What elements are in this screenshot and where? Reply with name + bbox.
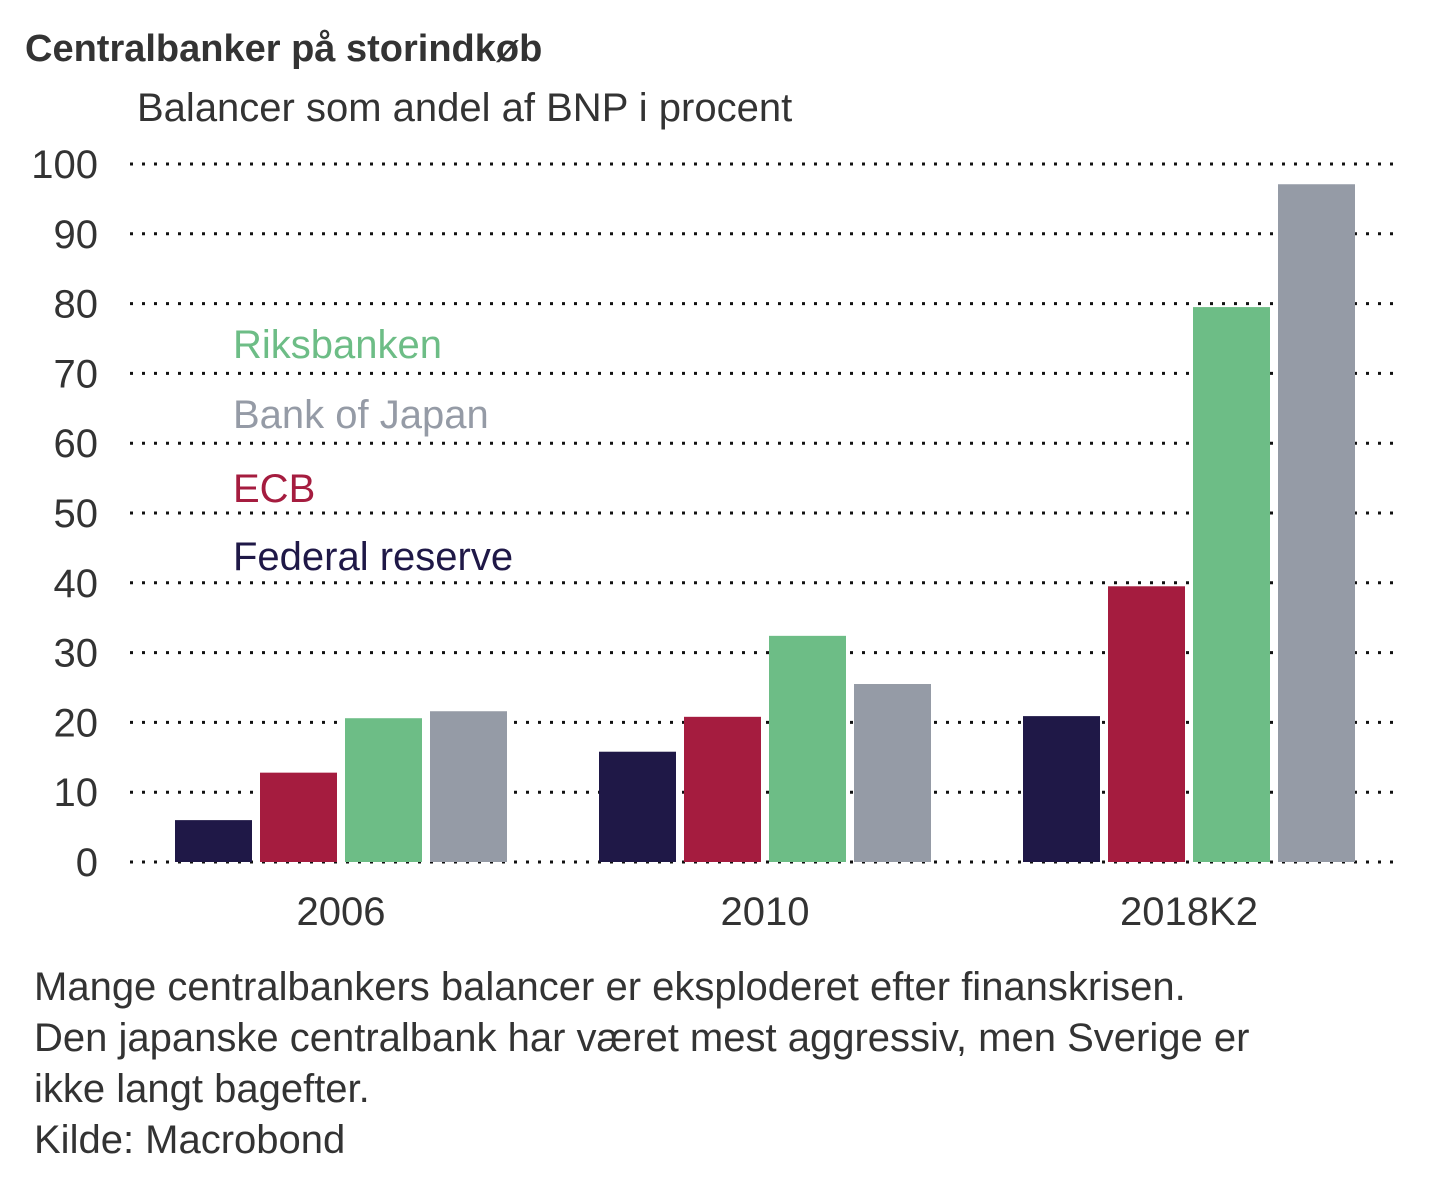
caption: Mange centralbankers balancer er eksplod… [34,962,1424,1166]
bar-riksbanken-2018k2 [1193,307,1270,863]
y-tick-label: 90 [54,213,99,257]
legend-item-bank-of-japan: Bank of Japan [233,393,489,437]
chart-subtitle: Balancer som andel af BNP i procent [137,86,793,130]
x-tick-label: 2006 [297,890,386,934]
y-tick-label: 40 [54,562,99,606]
y-tick-label: 0 [76,841,98,885]
bar-chart: 0 10 20 30 40 50 60 70 80 90 100 2006 2010 2018K2 Ri… [31,143,1395,934]
bar-federal-reserve-2010 [599,751,676,862]
legend-item-ecb: ECB [233,467,315,511]
bar-ecb-2018k2 [1108,586,1185,862]
bar-ecb-2006 [260,772,337,862]
bars [175,184,1355,863]
source-note: Kilde: Macrobond [34,1118,346,1162]
y-axis-ticks: 0 10 20 30 40 50 60 70 80 90 100 [31,143,98,885]
y-tick-label: 60 [54,422,99,466]
bar-federal-reserve-2006 [175,820,252,862]
y-tick-label: 30 [54,632,99,676]
bar-riksbanken-2006 [345,718,422,862]
chart-title: Centralbanker på storindkøb [25,28,543,70]
bar-bank-of-japan-2006 [430,711,507,862]
bar-ecb-2010 [684,716,761,862]
y-tick-label: 100 [31,143,98,187]
y-tick-label: 20 [54,701,99,745]
bar-bank-of-japan-2010 [854,684,931,862]
y-tick-label: 50 [54,492,99,536]
x-tick-label: 2010 [721,890,810,934]
legend-item-riksbanken: Riksbanken [233,323,442,367]
legend: Riksbanken Bank of Japan ECB Federal reserv… [233,323,513,579]
y-tick-label: 80 [54,283,99,327]
bar-federal-reserve-2018k2 [1023,716,1100,862]
x-axis-ticks: 2006 2010 2018K2 [297,890,1258,934]
bar-bank-of-japan-2018k2 [1278,184,1355,862]
y-tick-label: 70 [54,352,99,396]
caption-line: Den japanske centralbank har været mest … [34,1016,1250,1060]
bar-riksbanken-2010 [769,635,846,862]
caption-line: Mange centralbankers balancer er eksplod… [34,965,1186,1009]
caption-line: ikke langt bagefter. [34,1067,370,1111]
x-tick-label: 2018K2 [1120,890,1258,934]
y-tick-label: 10 [54,771,99,815]
legend-item-federal-reserve: Federal reserve [233,535,513,579]
